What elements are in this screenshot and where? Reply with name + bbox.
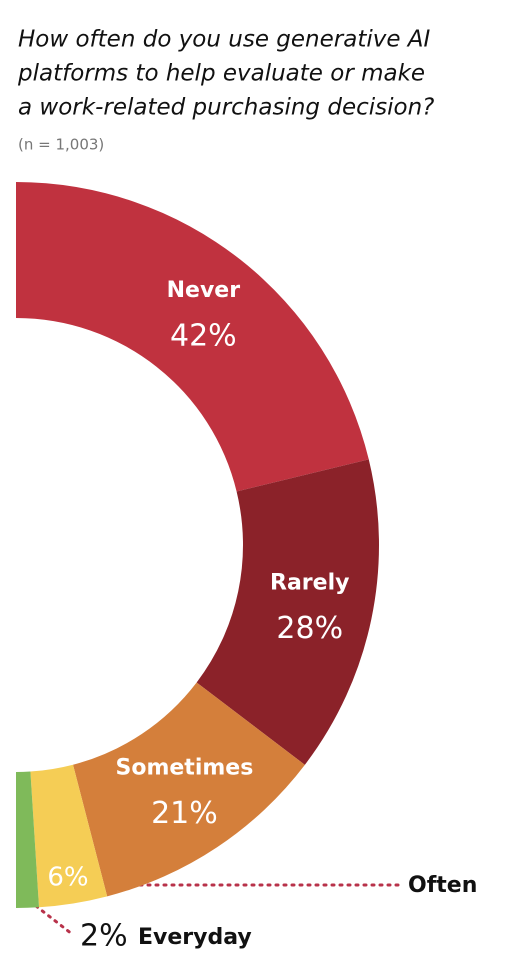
- donut-segment: [16, 771, 40, 908]
- value-label: 42%: [170, 319, 237, 354]
- chart-subtitle: (n = 1,003): [18, 136, 104, 154]
- segment-label: Often: [408, 873, 477, 898]
- donut-segment: [196, 459, 379, 765]
- segment-label: Sometimes: [116, 756, 254, 781]
- leader-line: [34, 904, 74, 936]
- donut-segment: [30, 764, 108, 908]
- value-label: 2%: [80, 919, 128, 954]
- chart-title: a work-related purchasing decision?: [18, 95, 434, 121]
- value-label: 28%: [276, 611, 343, 646]
- chart-title: platforms to help evaluate or make: [17, 61, 425, 87]
- segment-label: Never: [167, 278, 241, 303]
- donut-segment: [16, 182, 369, 492]
- segment-label: Rarely: [270, 570, 349, 595]
- donut-segment: [73, 682, 305, 897]
- segment-label: Everyday: [138, 925, 252, 950]
- value-label: 6%: [47, 863, 88, 893]
- value-label: 21%: [151, 796, 218, 831]
- chart-title: How often do you use generative AI: [18, 27, 431, 53]
